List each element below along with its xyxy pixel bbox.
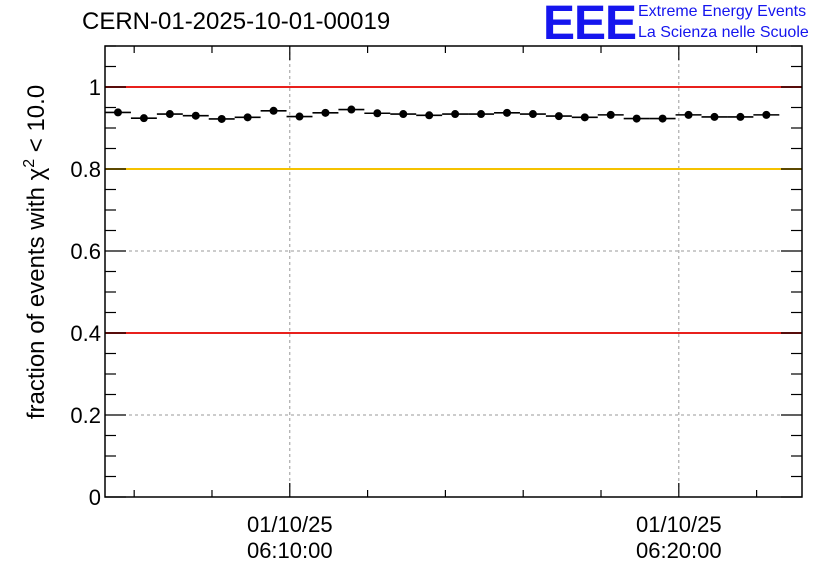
data-point	[606, 110, 615, 119]
data-point	[736, 112, 745, 121]
data-point	[554, 112, 563, 121]
y-tick-label: 0.2	[70, 403, 101, 428]
data-point	[399, 110, 408, 119]
y-tick-label: 1	[89, 75, 101, 100]
data-point	[347, 105, 356, 114]
data-point	[710, 112, 719, 121]
data-point	[321, 108, 330, 117]
y-tick-label: 0.6	[70, 239, 101, 264]
data-point	[373, 109, 382, 118]
data-point	[580, 113, 589, 122]
data-point	[243, 113, 252, 122]
y-tick-label: 0.4	[70, 321, 101, 346]
y-tick-label: 0	[89, 485, 101, 510]
data-point	[528, 110, 537, 119]
data-point	[217, 114, 226, 123]
data-point	[295, 112, 304, 121]
x-tick-label-time: 06:10:00	[247, 538, 333, 563]
data-point	[139, 114, 148, 123]
x-tick-label-date: 01/10/25	[247, 512, 333, 537]
data-point	[191, 111, 200, 120]
data-point	[684, 110, 693, 119]
data-point	[269, 106, 278, 115]
x-tick-label-time: 06:20:00	[636, 538, 722, 563]
reference-lines	[105, 86, 802, 334]
data-point	[632, 114, 641, 123]
data-points	[105, 105, 780, 123]
data-point	[451, 110, 460, 119]
data-point	[165, 110, 174, 119]
data-point	[658, 114, 667, 123]
data-point	[477, 110, 486, 119]
axis-ticks	[105, 45, 802, 498]
logo-caption-line1: Extreme Energy Events	[638, 3, 807, 20]
logo-caption-line2: La Scienza nelle Scuole	[638, 24, 809, 41]
data-point	[113, 108, 122, 117]
axis-labels: 00.20.40.60.8101/10/2506:10:0001/10/2506…	[21, 75, 722, 563]
y-axis-label: fraction of events with χ2 < 10.0	[21, 85, 50, 419]
y-tick-label: 0.8	[70, 157, 101, 182]
x-tick-label-date: 01/10/25	[636, 512, 722, 537]
eee-logo: EEE	[543, 0, 637, 50]
data-point	[425, 111, 434, 120]
data-point	[762, 110, 771, 119]
chart-title: CERN-01-2025-10-01-00019	[82, 8, 391, 35]
data-point	[502, 108, 511, 117]
